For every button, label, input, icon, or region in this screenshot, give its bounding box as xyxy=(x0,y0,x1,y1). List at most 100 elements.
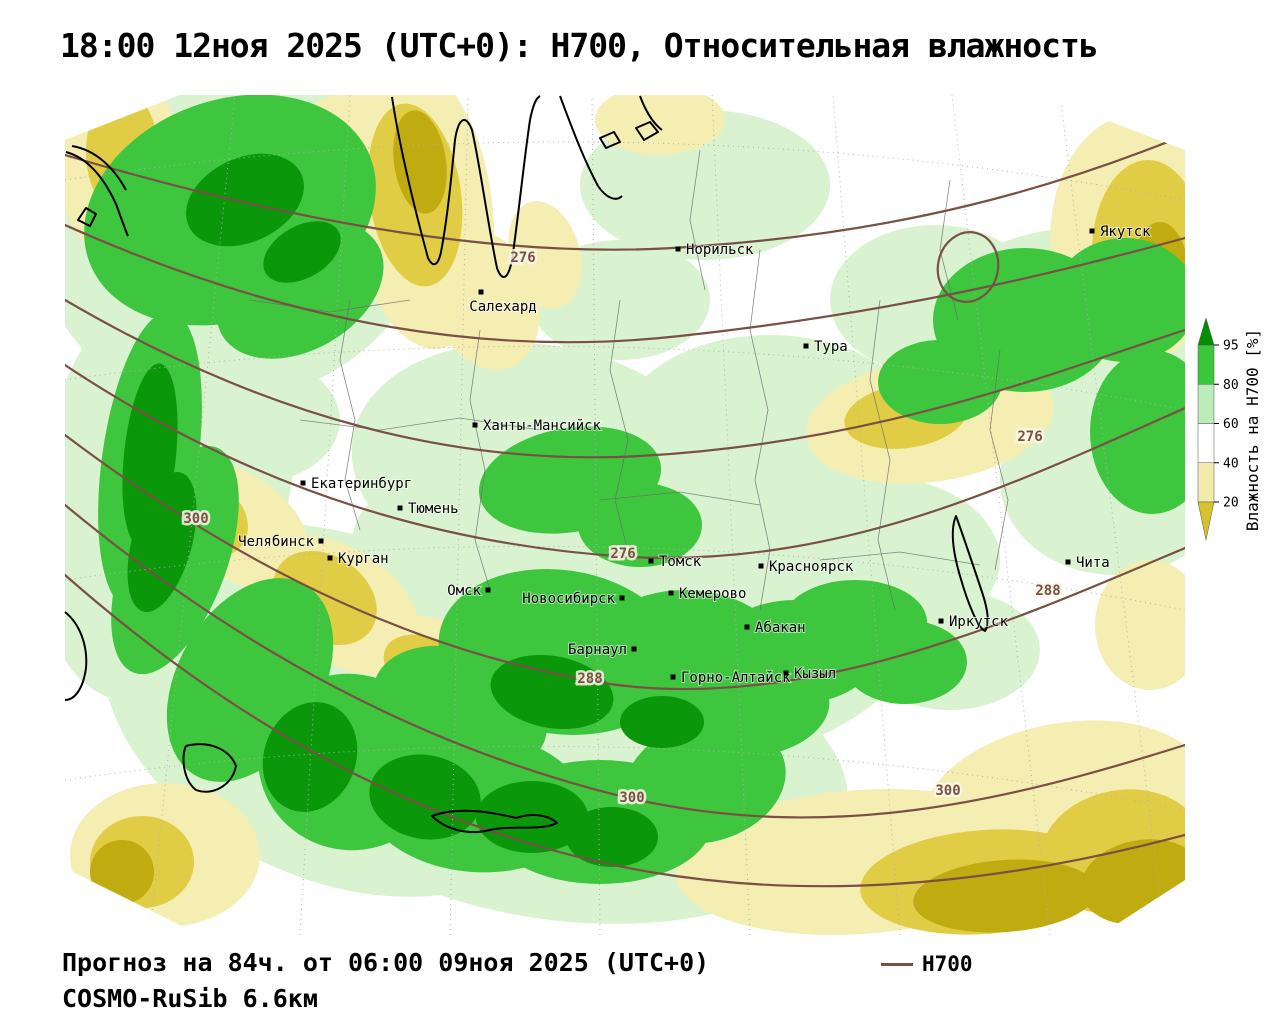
island-coastline xyxy=(635,121,659,141)
colorbar-tick-label: 95 xyxy=(1223,339,1239,354)
city-dot xyxy=(478,289,484,295)
city-label: Екатеринбург xyxy=(311,476,412,492)
h700-contour-line xyxy=(65,573,1185,888)
city-marker: Челябинск xyxy=(237,533,324,551)
forecast-info: Прогноз на 84ч. от 06:00 09ноя 2025 (UTC… xyxy=(62,948,710,977)
city-dot xyxy=(938,618,944,624)
city-marker: Чита xyxy=(1065,554,1111,572)
city-dot xyxy=(472,422,478,428)
city-dot xyxy=(744,624,750,630)
h700-contour-line-276 xyxy=(65,363,1185,559)
colorbar-tick-label: 40 xyxy=(1223,456,1239,471)
city-dot xyxy=(485,587,491,593)
city-marker: Курган xyxy=(327,550,390,568)
city-dot xyxy=(397,505,403,511)
colorbar-band xyxy=(1197,344,1215,385)
colorbar-tick-label: 80 xyxy=(1223,378,1239,393)
city-label: Тура xyxy=(814,339,848,355)
city-dot xyxy=(675,246,681,252)
city-dot xyxy=(1065,559,1071,565)
h700-closed-contour xyxy=(936,231,1000,303)
h700-legend-label: H700 xyxy=(922,952,973,976)
city-label: Кызыл xyxy=(794,666,836,682)
cities-layer: Норильск Салехард Тура Якутск Ханты-Мансийск… xyxy=(237,223,1152,687)
city-dot xyxy=(758,563,764,569)
contour-value-label: 300 xyxy=(183,511,208,527)
lake-balkhash-outline xyxy=(431,809,558,834)
city-label: Томск xyxy=(659,554,702,570)
contour-value-label: 276 xyxy=(510,250,535,266)
colorbar-bands xyxy=(1197,317,1215,541)
city-dot xyxy=(1089,228,1095,234)
coastline xyxy=(639,95,663,131)
city-dot xyxy=(327,555,333,561)
page-title: 18:00 12ноя 2025 (UTC+0): H700, Относите… xyxy=(60,26,1099,65)
island-coastline xyxy=(599,131,621,149)
city-label: Барнаул xyxy=(568,642,627,658)
contour-value-label: 276 xyxy=(1017,429,1042,445)
colorbar-band xyxy=(1197,423,1215,463)
h700-contour-line xyxy=(65,223,1185,344)
city-marker: Абакан xyxy=(744,619,807,637)
graticule-layer xyxy=(65,95,1185,935)
city-label: Омск xyxy=(447,583,481,599)
city-dot xyxy=(803,343,809,349)
city-marker: Новосибирск xyxy=(521,590,625,608)
colorbar-tick-label: 60 xyxy=(1223,417,1239,432)
city-dot xyxy=(670,674,676,680)
city-marker: Ханты-Мансийск xyxy=(472,417,603,435)
city-marker: Тура xyxy=(803,338,849,356)
city-label: Чита xyxy=(1076,555,1110,571)
coastline-layer xyxy=(64,95,989,834)
admin-borders-layer xyxy=(249,149,1009,611)
city-marker: Екатеринбург xyxy=(300,475,413,493)
h700-legend-line xyxy=(881,962,913,966)
city-label: Салехард xyxy=(469,299,536,315)
contour-value-label: 288 xyxy=(577,671,602,687)
city-dot xyxy=(318,538,324,544)
city-marker: Кызыл xyxy=(783,665,837,683)
city-label: Иркутск xyxy=(949,614,1009,630)
h700-contour-line-300 xyxy=(65,503,1185,819)
city-label: Челябинск xyxy=(238,534,314,550)
city-marker: Иркутск xyxy=(938,613,1010,631)
city-dot xyxy=(631,646,637,652)
model-info: COSMO-RuSib 6.6км xyxy=(62,984,318,1013)
city-label: Новосибирск xyxy=(522,591,615,607)
ob-gulf-coastline xyxy=(391,95,541,278)
city-dot xyxy=(668,590,674,596)
city-marker: Красноярск xyxy=(758,558,855,576)
city-dot xyxy=(300,480,306,486)
contour-value-label: 288 xyxy=(1035,583,1060,599)
city-marker: Горно-Алтайск xyxy=(670,669,792,687)
city-label: Тюмень xyxy=(408,501,459,517)
lake-outline xyxy=(182,743,237,793)
city-label: Красноярск xyxy=(769,559,854,575)
city-label: Кемерово xyxy=(679,586,746,602)
colorbar-ticks: 95 80 60 40 20 xyxy=(1214,339,1239,511)
colorbar-tick-label: 20 xyxy=(1223,496,1239,511)
colorbar-bottom-arrow xyxy=(1197,501,1215,541)
coastline xyxy=(559,95,623,200)
island-coastline xyxy=(77,207,97,227)
city-marker: Тюмень xyxy=(397,500,460,518)
contour-value-label: 300 xyxy=(619,790,644,806)
h700-contour-line-288 xyxy=(65,433,1185,691)
h700-contour-line xyxy=(65,298,1185,459)
city-marker: Якутск xyxy=(1089,223,1152,241)
h700-legend: H700 xyxy=(881,952,973,976)
city-label: Абакан xyxy=(755,620,806,636)
city-marker: Салехард xyxy=(468,289,538,316)
contour-value-label: 276 xyxy=(610,546,635,562)
colorbar-top-arrow xyxy=(1197,317,1215,346)
caspian-coastline xyxy=(64,611,88,701)
city-label: Норильск xyxy=(686,242,754,258)
city-marker: Барнаул xyxy=(567,641,637,659)
city-marker: Кемерово xyxy=(668,585,747,603)
h700-contour-line xyxy=(65,133,1185,251)
h700-contours-layer xyxy=(65,133,1185,888)
contour-labels-layer: 276 276 276 288 288 300 300 300 xyxy=(181,248,1063,809)
city-dot xyxy=(648,558,654,564)
